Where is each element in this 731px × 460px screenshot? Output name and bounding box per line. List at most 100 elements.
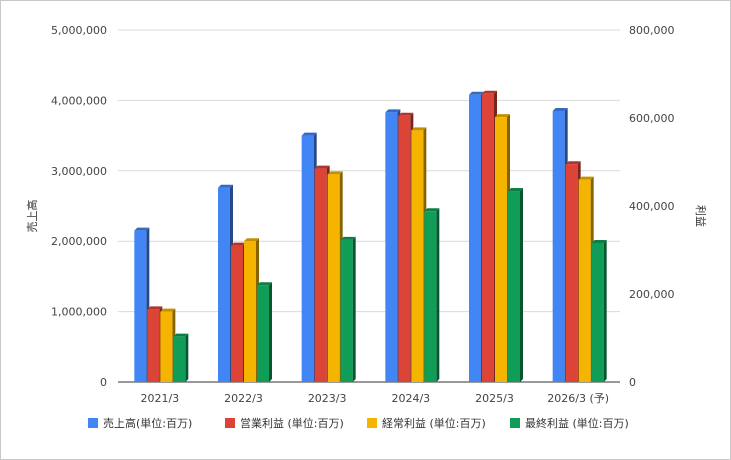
bar [327, 171, 343, 382]
bar-front [424, 211, 437, 382]
bar [552, 107, 568, 383]
legend-swatch [88, 418, 98, 428]
bar-front [495, 117, 507, 383]
left-tick-label: 0 [100, 376, 107, 389]
bar-top [385, 109, 401, 113]
bar-top [314, 165, 330, 169]
legend-item: 経常利益 (単位:百万) [367, 416, 486, 430]
bar-front [134, 230, 147, 382]
bar-front [231, 245, 243, 382]
bar [314, 165, 330, 382]
bar-front [327, 174, 340, 382]
bar-front [508, 191, 520, 382]
right-tick-label: 800,000 [629, 24, 675, 37]
bars [134, 90, 607, 383]
x-axis-labels: 2021/3 2022/3 2023/3 2024/3 2025/3 2026/3 (予) [140, 392, 609, 405]
bar [495, 114, 510, 383]
legend-item: 売上高(単位:百万) [88, 416, 192, 430]
bar [565, 161, 581, 382]
bar-top [257, 282, 272, 286]
bar [482, 90, 497, 383]
x-tick-label: 2023/3 [308, 392, 347, 405]
bar [301, 132, 317, 382]
legend-label: 売上高(単位:百万) [103, 416, 192, 430]
bar-front [482, 93, 494, 383]
bar-front [469, 94, 481, 382]
legend-swatch [225, 418, 235, 428]
bar-top [508, 188, 523, 192]
left-tick-label: 1,000,000 [51, 306, 107, 319]
bar-top [173, 333, 189, 337]
bar-front [218, 187, 230, 382]
bar-top [301, 132, 317, 136]
bar [173, 333, 189, 382]
bar-side [603, 239, 607, 382]
bar [578, 176, 594, 382]
legend-label: 最終利益 (単位:百万) [525, 416, 629, 430]
bar-front [385, 112, 398, 383]
left-tick-label: 5,000,000 [51, 24, 107, 37]
bar-top [218, 184, 233, 188]
bar [218, 184, 233, 382]
right-axis-title: 利益 [694, 205, 708, 227]
x-tick-label: 2025/3 [475, 392, 514, 405]
legend-item: 最終利益 (単位:百万) [510, 416, 629, 430]
left-axis-ticks: 0 1,000,000 2,000,000 3,000,000 4,000,000 5,0… [51, 24, 107, 389]
bar-top [411, 127, 427, 131]
bar-front [565, 164, 578, 382]
bar-top [482, 90, 497, 94]
bar [469, 91, 484, 382]
bar [508, 188, 523, 382]
bar-front [314, 168, 327, 382]
right-tick-label: 600,000 [629, 112, 675, 125]
bar-side [185, 333, 189, 382]
bar-top [244, 238, 259, 242]
bar [134, 227, 150, 382]
bar [398, 112, 414, 383]
bar-front [147, 309, 160, 382]
bar-top [565, 161, 581, 165]
bar-top [424, 208, 440, 212]
legend-swatch [367, 418, 377, 428]
bar-top [552, 107, 568, 111]
bar-top [231, 242, 246, 246]
left-axis-title: 売上高 [25, 200, 39, 233]
bar [385, 109, 401, 383]
bar-side [520, 188, 523, 382]
right-tick-label: 400,000 [629, 200, 675, 213]
bar [257, 282, 272, 382]
bar [244, 238, 259, 382]
bar-front [398, 115, 411, 383]
gridlines [118, 29, 620, 383]
x-tick-label: 2021/3 [140, 392, 179, 405]
bar-front [257, 285, 269, 382]
bar [424, 208, 440, 382]
legend-label: 経常利益 (単位:百万) [382, 416, 486, 430]
bar-top [134, 227, 150, 231]
right-tick-label: 0 [629, 376, 636, 389]
right-axis-ticks: 0 200,000 400,000 600,000 800,000 [629, 24, 675, 389]
bar-top [591, 239, 607, 243]
bar [147, 306, 163, 382]
bar-front [244, 241, 256, 382]
bar-side [436, 208, 440, 382]
bar-front [552, 110, 565, 383]
bar-top [578, 176, 594, 180]
legend-swatch [510, 418, 520, 428]
bar-front [591, 242, 604, 382]
x-tick-label: 2026/3 (予) [547, 392, 609, 405]
legend-item: 営業利益 (単位:百万) [225, 416, 344, 430]
bar-top [398, 112, 414, 116]
bar-top [495, 114, 510, 118]
bar-top [160, 308, 176, 312]
bar-front [173, 336, 186, 382]
bar-top [147, 306, 163, 310]
legend-label: 営業利益 (単位:百万) [240, 416, 344, 430]
x-tick-label: 2024/3 [391, 392, 430, 405]
x-tick-label: 2022/3 [224, 392, 263, 405]
bar-side [269, 282, 272, 382]
bar [231, 242, 246, 382]
left-tick-label: 4,000,000 [51, 94, 107, 107]
